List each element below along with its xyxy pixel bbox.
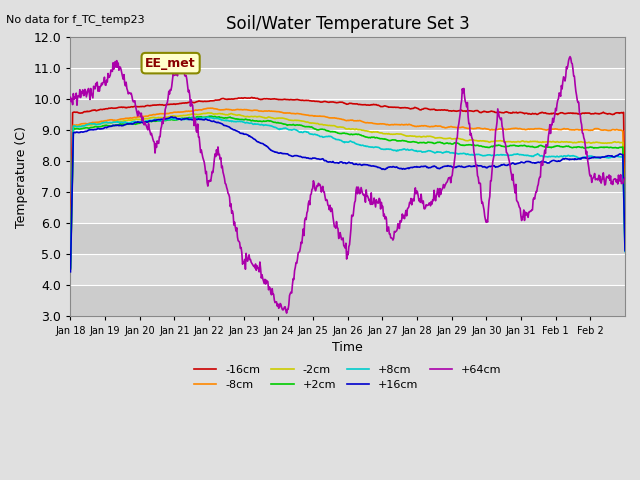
+64cm <box>261 276 269 282</box>
+8cm <box>436 149 444 155</box>
+8cm <box>406 147 413 153</box>
-8cm <box>283 110 291 116</box>
Text: EE_met: EE_met <box>145 57 196 70</box>
+64cm <box>234 234 241 240</box>
-2cm <box>262 115 269 121</box>
Line: +16cm: +16cm <box>70 117 625 272</box>
+2cm <box>67 266 74 272</box>
+8cm <box>132 119 140 125</box>
-2cm <box>436 135 444 141</box>
+64cm <box>132 103 140 109</box>
-2cm <box>621 240 629 246</box>
Line: -16cm: -16cm <box>70 97 625 261</box>
+2cm <box>132 121 140 127</box>
+16cm <box>167 114 175 120</box>
+8cm <box>283 126 291 132</box>
-2cm <box>132 116 140 122</box>
-16cm <box>283 96 291 102</box>
Bar <box>70 131 625 161</box>
Line: +2cm: +2cm <box>70 116 625 269</box>
Text: No data for f_TC_temp23: No data for f_TC_temp23 <box>6 14 145 25</box>
-16cm <box>132 104 140 109</box>
+16cm <box>132 120 140 125</box>
+8cm <box>204 114 212 120</box>
Bar <box>70 99 625 131</box>
Line: -8cm: -8cm <box>70 108 625 267</box>
-16cm <box>436 108 444 113</box>
-8cm <box>262 108 269 114</box>
+64cm <box>282 308 290 314</box>
-16cm <box>406 106 413 111</box>
-8cm <box>436 123 444 129</box>
Bar <box>70 286 625 316</box>
+64cm <box>67 95 74 100</box>
Legend: -16cm, -8cm, -2cm, +2cm, +8cm, +16cm, +64cm: -16cm, -8cm, -2cm, +2cm, +8cm, +16cm, +6… <box>189 360 506 395</box>
+64cm <box>283 310 291 316</box>
-2cm <box>283 116 291 122</box>
-8cm <box>234 107 242 112</box>
-2cm <box>406 133 413 139</box>
-8cm <box>621 233 629 239</box>
-2cm <box>67 266 74 272</box>
Line: +8cm: +8cm <box>70 117 625 268</box>
+2cm <box>406 139 413 145</box>
+2cm <box>234 116 242 122</box>
-8cm <box>406 121 413 127</box>
-2cm <box>204 110 212 116</box>
+64cm <box>406 200 413 205</box>
+2cm <box>621 242 629 248</box>
+8cm <box>234 119 242 124</box>
+8cm <box>67 265 74 271</box>
+16cm <box>283 151 291 157</box>
-2cm <box>234 112 242 118</box>
-16cm <box>621 209 629 215</box>
Bar <box>70 223 625 254</box>
-8cm <box>67 264 74 270</box>
+16cm <box>262 143 269 149</box>
+64cm <box>436 192 444 197</box>
+8cm <box>621 249 629 254</box>
-8cm <box>207 105 214 111</box>
+16cm <box>621 248 629 253</box>
Line: +64cm: +64cm <box>70 57 625 313</box>
+2cm <box>262 118 269 124</box>
+8cm <box>262 122 269 128</box>
Line: -2cm: -2cm <box>70 113 625 269</box>
Bar <box>70 68 625 99</box>
+2cm <box>207 113 215 119</box>
-16cm <box>262 96 269 102</box>
-16cm <box>248 95 256 100</box>
Bar <box>70 192 625 223</box>
+16cm <box>234 129 242 134</box>
+16cm <box>67 269 74 275</box>
+64cm <box>566 54 574 60</box>
Title: Soil/Water Temperature Set 3: Soil/Water Temperature Set 3 <box>226 15 470 33</box>
+2cm <box>436 140 444 145</box>
+2cm <box>283 122 291 128</box>
-16cm <box>67 258 74 264</box>
-16cm <box>234 96 241 101</box>
+16cm <box>406 165 413 171</box>
Bar <box>70 37 625 68</box>
+64cm <box>621 175 629 180</box>
Bar <box>70 254 625 286</box>
Y-axis label: Temperature (C): Temperature (C) <box>15 126 28 228</box>
Bar <box>70 161 625 192</box>
+16cm <box>436 165 444 171</box>
X-axis label: Time: Time <box>332 341 363 354</box>
-8cm <box>132 115 140 120</box>
